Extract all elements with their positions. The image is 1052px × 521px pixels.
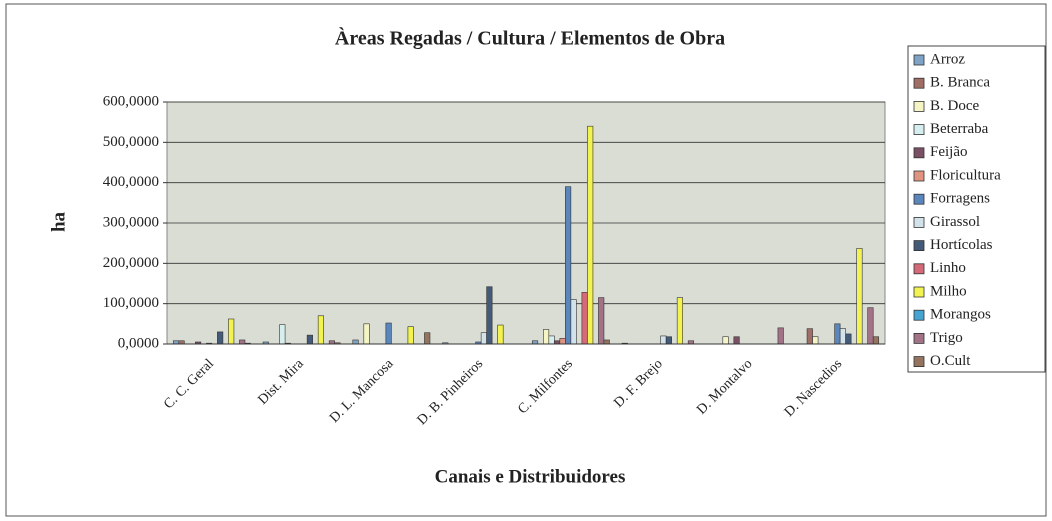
bar [543,329,550,345]
bar [777,327,784,345]
y-tick-label: 600,0000 [103,93,159,109]
y-tick-label: 300,0000 [103,214,159,230]
legend-label: Milho [930,283,967,299]
bar [722,336,729,345]
bar [587,125,594,345]
bar [581,292,588,345]
legend-swatch [913,77,925,89]
bar [424,332,431,345]
legend-label: Girassol [930,214,980,230]
legend-swatch [913,216,925,228]
legend-swatch [913,147,925,159]
bar [856,248,863,345]
legend-swatch [913,309,925,321]
bar [363,323,370,345]
y-axis-title: ha [48,211,69,232]
bar [480,332,487,345]
legend-swatch [913,356,925,368]
bar [352,339,359,345]
legend-swatch [913,332,925,344]
bar [559,338,566,345]
bar [306,334,313,345]
y-tick-label: 200,0000 [103,255,159,271]
legend-label: Floricultura [930,167,1001,183]
legend-label: Trigo [930,330,963,346]
legend-box [907,45,1046,373]
legend-label: Forragens [930,191,990,207]
bar [598,297,605,345]
legend-swatch [913,286,925,298]
legend-label: Morangos [930,307,991,323]
bar [839,328,846,345]
bar [497,324,504,345]
bar [486,286,493,345]
bar [317,315,324,345]
bar [279,324,286,345]
bar [867,307,874,345]
bar [385,322,392,345]
bar [228,318,235,345]
legend-swatch [913,240,925,252]
legend-swatch [913,124,925,135]
legend-label: Arroz [930,51,965,67]
y-tick-label: 500,0000 [103,134,159,150]
legend-label: Beterraba [930,121,989,137]
legend-swatch [913,170,925,182]
bar [603,339,610,345]
legend-swatch [913,101,925,112]
bar [806,328,813,345]
y-tick-label: 400,0000 [103,174,159,190]
bar [845,333,852,345]
legend-label: Hortícolas [930,237,993,253]
bar [548,335,555,345]
bar [834,323,841,345]
chart-title: Àreas Regadas / Cultura / Elementos de O… [335,27,725,50]
bar [217,331,224,345]
y-tick-label: 100,0000 [103,295,159,311]
legend-label: Feijão [930,144,968,160]
bar [665,336,672,345]
y-tick-label: 0,0000 [118,335,159,351]
bar [676,297,683,345]
bar [239,339,246,345]
legend-swatch [913,193,925,205]
bar [872,336,880,345]
bar [733,336,740,345]
legend-label: O.Cult [930,353,971,369]
legend-label: Linho [930,260,966,276]
x-axis-title: Canais e Distribuidores [435,466,626,487]
bar [660,335,667,345]
bar [812,336,819,345]
legend-swatch [913,263,925,275]
legend-label: B. Branca [930,75,990,91]
bar [570,299,577,345]
bar [407,326,414,345]
legend-swatch [913,54,925,66]
bar [565,186,572,345]
legend-label: B. Doce [930,98,979,114]
